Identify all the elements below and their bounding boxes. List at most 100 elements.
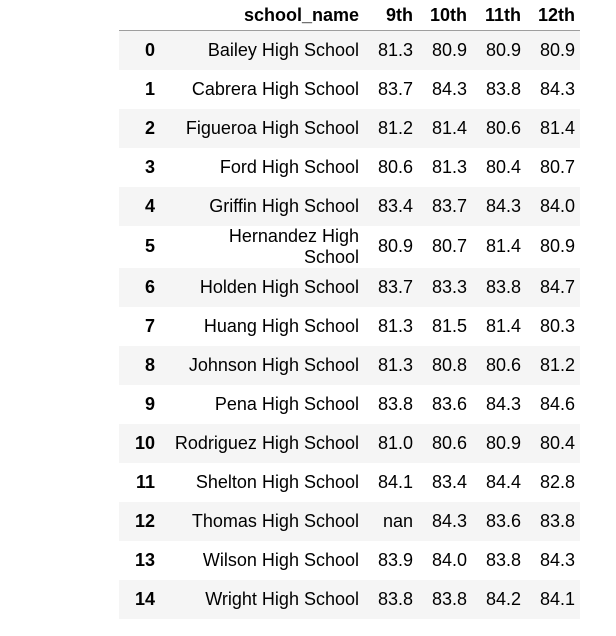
cell-12th: 84.3 [539, 78, 575, 99]
table-row: 10 Rodriguez High School 81.0 80.6 80.9 … [119, 423, 580, 463]
cell-10th: 84.0 [431, 549, 467, 570]
table-header: school_name 9th 10th 11th 12th [119, 0, 580, 31]
cell-12th: 80.4 [539, 432, 575, 453]
cell-9th: 81.3 [377, 315, 413, 336]
cell-10th: 84.3 [431, 510, 467, 531]
row-index: 12 [134, 510, 155, 531]
cell-9th: 83.9 [377, 549, 413, 570]
cell-12th: 84.1 [539, 588, 575, 609]
row-index: 2 [144, 117, 155, 138]
cell-11th: 80.9 [485, 432, 521, 453]
row-index: 6 [144, 276, 155, 297]
table-row: 9 Pena High School 83.8 83.6 84.3 84.6 [119, 384, 580, 424]
cell-school-name: Griffin High School [209, 195, 359, 216]
cell-9th: 81.3 [377, 39, 413, 60]
table-row: 13 Wilson High School 83.9 84.0 83.8 84.… [119, 540, 580, 580]
cell-school-name: Huang High School [203, 315, 359, 336]
cell-school-name: Hernandez High School [228, 225, 359, 267]
cell-12th: 80.9 [539, 236, 575, 256]
cell-9th: 81.2 [377, 117, 413, 138]
column-header-10th: 10th [429, 4, 467, 25]
dataframe-output: school_name 9th 10th 11th 12th 0 Bailey … [119, 0, 580, 619]
cell-school-name: Pena High School [214, 393, 359, 414]
cell-12th: 84.0 [539, 195, 575, 216]
table-row: 8 Johnson High School 81.3 80.8 80.6 81.… [119, 345, 580, 385]
column-header-school-name: school_name [243, 4, 359, 25]
cell-11th: 80.6 [485, 117, 521, 138]
row-index: 8 [144, 354, 155, 375]
cell-9th: 84.1 [377, 471, 413, 492]
cell-10th: 83.8 [431, 588, 467, 609]
column-header-11th: 11th [484, 4, 521, 25]
cell-12th: 82.8 [539, 471, 575, 492]
cell-11th: 84.4 [485, 471, 521, 492]
cell-10th: 80.7 [431, 236, 467, 256]
table-row: 7 Huang High School 81.3 81.5 81.4 80.3 [119, 306, 580, 346]
cell-10th: 81.5 [431, 315, 467, 336]
cell-12th: 84.3 [539, 549, 575, 570]
header-row: school_name 9th 10th 11th 12th [119, 0, 580, 31]
cell-11th: 84.3 [485, 393, 521, 414]
cell-11th: 81.4 [485, 315, 521, 336]
cell-12th: 84.6 [539, 393, 575, 414]
cell-10th: 81.3 [431, 156, 467, 177]
cell-9th: 81.0 [377, 432, 413, 453]
cell-12th: 80.7 [539, 156, 575, 177]
table-row: 0 Bailey High School 81.3 80.9 80.9 80.9 [119, 30, 580, 70]
cell-9th: 83.7 [377, 78, 413, 99]
column-header-12th: 12th [537, 4, 575, 25]
cell-10th: 80.6 [431, 432, 467, 453]
table-row: 4 Griffin High School 83.4 83.7 84.3 84.… [119, 186, 580, 226]
row-index: 13 [134, 549, 155, 570]
cell-9th: 83.7 [377, 276, 413, 297]
row-index: 0 [144, 39, 155, 60]
row-index: 4 [144, 195, 155, 216]
cell-11th: 84.2 [485, 588, 521, 609]
cell-11th: 80.9 [485, 39, 521, 60]
cell-11th: 83.6 [485, 510, 521, 531]
cell-11th: 83.8 [485, 276, 521, 297]
column-header-9th: 9th [386, 4, 413, 25]
cell-10th: 80.9 [431, 39, 467, 60]
cell-school-name: Cabrera High School [191, 78, 359, 99]
cell-11th: 80.6 [485, 354, 521, 375]
cell-10th: 81.4 [431, 117, 467, 138]
cell-12th: 80.3 [539, 315, 575, 336]
table-row: 14 Wright High School 83.8 83.8 84.2 84.… [119, 579, 580, 619]
cell-9th: 81.3 [377, 354, 413, 375]
index-header [119, 0, 164, 31]
table-row: 2 Figueroa High School 81.2 81.4 80.6 81… [119, 108, 580, 148]
cell-school-name: Figueroa High School [185, 117, 359, 138]
cell-school-name: Ford High School [219, 156, 359, 177]
cell-school-name: Holden High School [199, 276, 359, 297]
cell-9th: 83.8 [377, 588, 413, 609]
table-row: 12 Thomas High School nan 84.3 83.6 83.8 [119, 501, 580, 541]
cell-school-name: Johnson High School [188, 354, 359, 375]
row-index: 14 [134, 588, 155, 609]
cell-11th: 80.4 [485, 156, 521, 177]
table-row: 5 Hernandez High School 80.9 80.7 81.4 8… [119, 225, 580, 268]
table-row: 1 Cabrera High School 83.7 84.3 83.8 84.… [119, 69, 580, 109]
row-index: 5 [144, 236, 155, 256]
dataframe-table: school_name 9th 10th 11th 12th 0 Bailey … [119, 0, 580, 619]
cell-school-name: Rodriguez High School [174, 432, 359, 453]
cell-10th: 83.7 [431, 195, 467, 216]
cell-11th: 84.3 [485, 195, 521, 216]
cell-school-name: Wright High School [205, 588, 359, 609]
cell-11th: 83.8 [485, 549, 521, 570]
cell-school-name: Wilson High School [202, 549, 359, 570]
row-index: 9 [144, 393, 155, 414]
row-index: 10 [134, 432, 155, 453]
row-index: 1 [144, 78, 155, 99]
cell-9th: 80.9 [377, 236, 413, 256]
cell-10th: 83.6 [431, 393, 467, 414]
cell-12th: 81.2 [539, 354, 575, 375]
row-index: 3 [144, 156, 155, 177]
cell-10th: 84.3 [431, 78, 467, 99]
cell-10th: 83.3 [431, 276, 467, 297]
cell-school-name: Thomas High School [191, 510, 359, 531]
cell-9th: 83.4 [377, 195, 413, 216]
cell-9th: 80.6 [377, 156, 413, 177]
table-body: 0 Bailey High School 81.3 80.9 80.9 80.9… [119, 30, 580, 619]
cell-10th: 83.4 [431, 471, 467, 492]
